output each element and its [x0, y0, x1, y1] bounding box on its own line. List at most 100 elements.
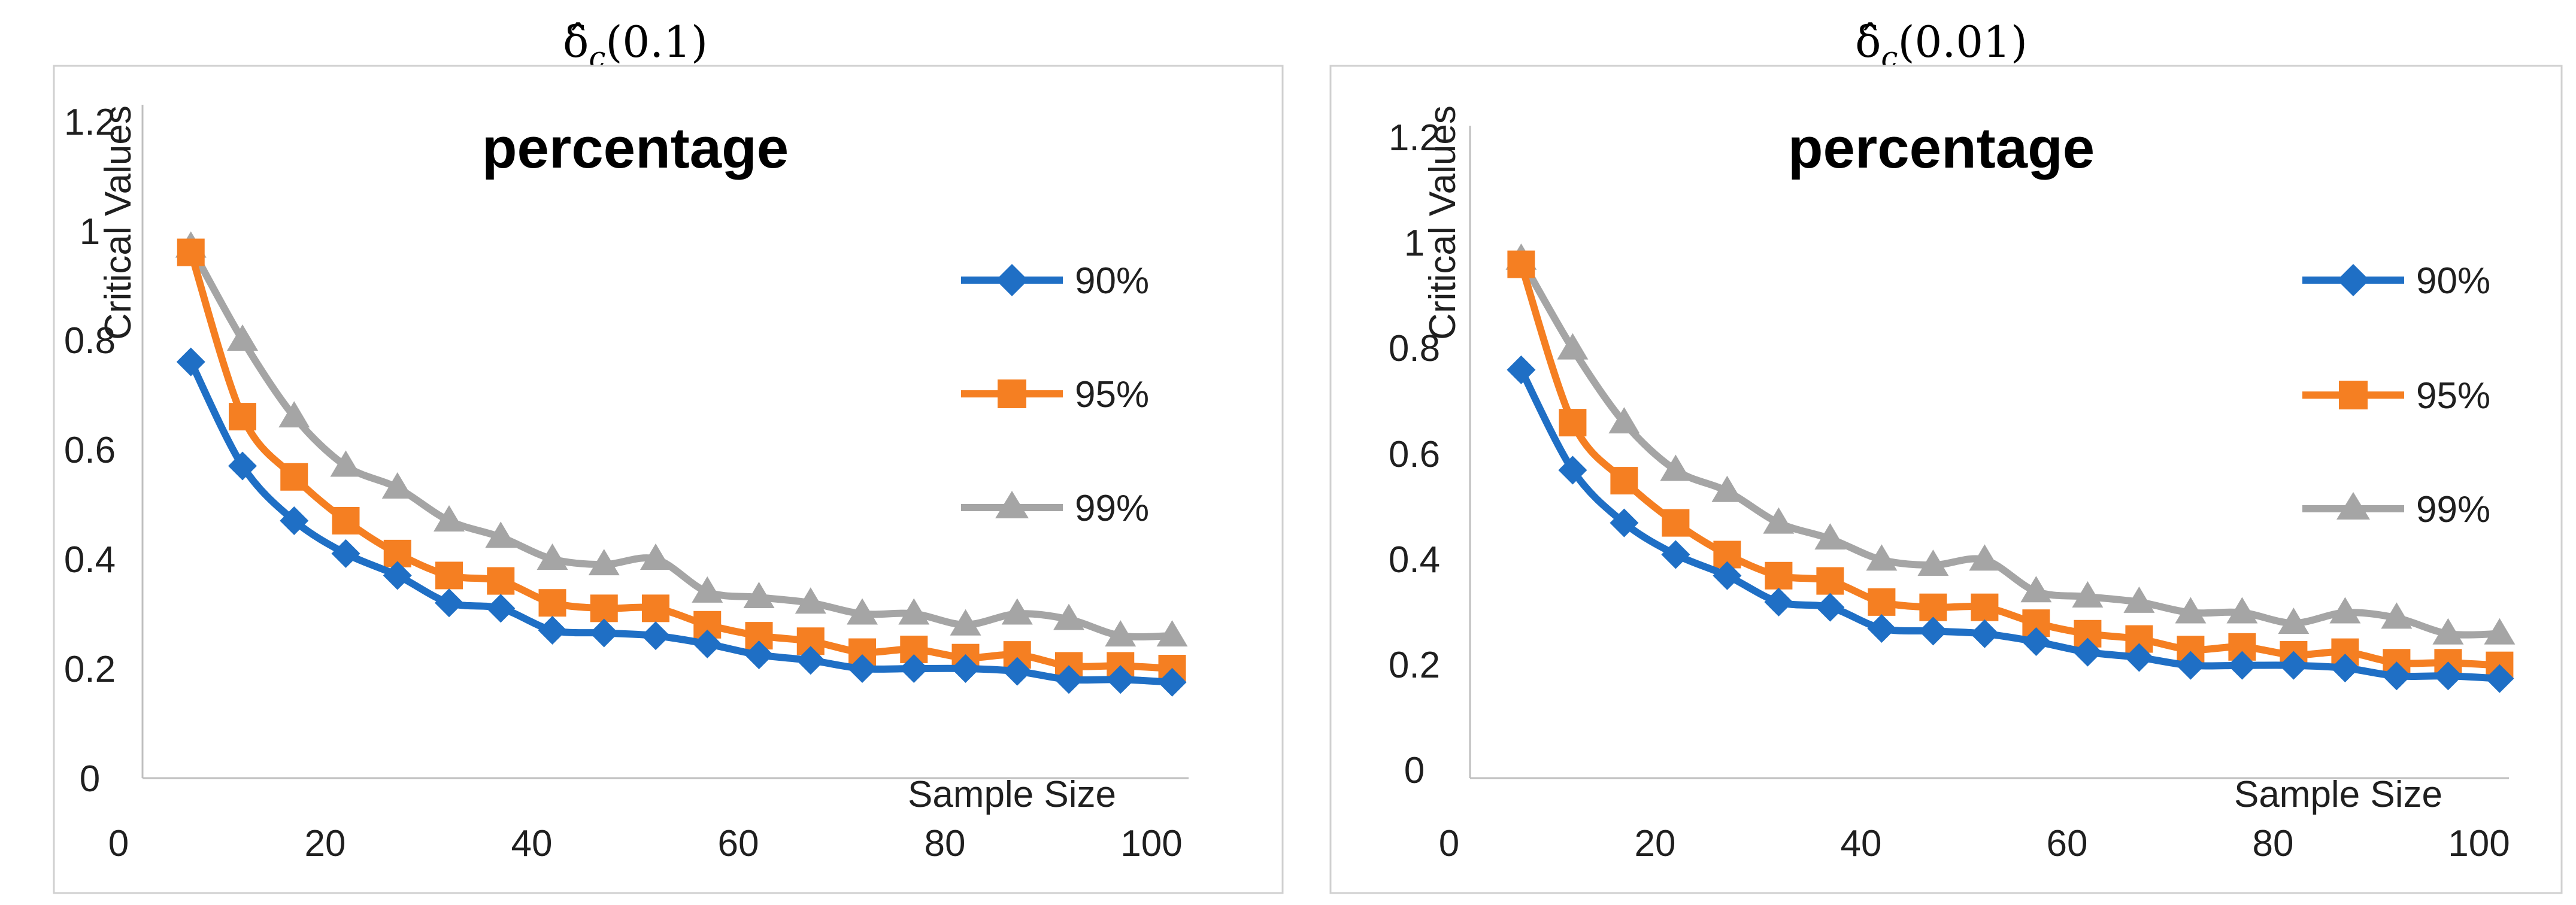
- data-point-diamond: [2125, 643, 2154, 672]
- y-tick-label: 0: [80, 758, 100, 800]
- legend-marker-square: [998, 379, 1026, 408]
- legend-item: 95%: [961, 374, 1149, 415]
- data-point-square: [177, 238, 205, 266]
- x-axis-label: Sample Size: [2234, 774, 2442, 815]
- x-tick-label: 40: [511, 823, 553, 864]
- y-tick-label: 0.6: [64, 430, 116, 471]
- x-tick-label: 60: [718, 823, 759, 864]
- data-point-diamond: [176, 347, 205, 376]
- legend-item: 90%: [961, 260, 1149, 302]
- x-tick-label: 100: [2448, 823, 2510, 864]
- x-tick-label: 0: [108, 823, 129, 864]
- legend-marker-diamond: [2337, 264, 2369, 296]
- legend-item: 90%: [2302, 260, 2490, 302]
- data-point-triangle: [2484, 618, 2516, 645]
- data-point-diamond: [280, 506, 309, 535]
- x-tick-label: 20: [1635, 823, 1676, 864]
- data-point-square: [1507, 250, 1535, 278]
- data-point-diamond: [1919, 617, 1948, 646]
- data-point-triangle: [2226, 597, 2258, 624]
- data-point-diamond: [899, 654, 929, 683]
- data-point-square: [1610, 467, 1638, 495]
- data-point-diamond: [228, 451, 257, 481]
- data-point-diamond: [486, 594, 516, 623]
- data-point-triangle: [2175, 597, 2207, 624]
- data-point-diamond: [2176, 651, 2205, 680]
- data-point-triangle: [1763, 507, 1795, 534]
- data-point-triangle: [1156, 620, 1188, 647]
- data-point-triangle: [1711, 475, 1743, 502]
- chart-title: percentage: [482, 116, 789, 180]
- legend-label: 99%: [1075, 488, 1149, 529]
- data-point-triangle: [692, 576, 723, 603]
- data-point-diamond: [796, 646, 825, 675]
- y-tick-label: 0.8: [64, 320, 116, 362]
- data-point-diamond: [951, 654, 980, 683]
- data-point-square: [1559, 409, 1587, 437]
- y-tick-label: 1: [80, 211, 100, 253]
- y-tick-label: 0.8: [1389, 328, 1440, 369]
- legend-label: 95%: [2416, 375, 2490, 417]
- data-point-square: [1816, 567, 1844, 595]
- y-tick-label: 0: [1404, 750, 1425, 791]
- data-point-triangle: [2123, 586, 2155, 613]
- data-point-square: [1662, 509, 1690, 537]
- data-point-triangle: [588, 549, 620, 576]
- data-point-triangle: [278, 401, 310, 428]
- y-tick-label: 0.2: [64, 649, 116, 690]
- data-point-square: [1765, 561, 1793, 590]
- data-point-triangle: [537, 543, 568, 570]
- data-point-diamond: [848, 654, 877, 683]
- data-point-triangle: [1105, 620, 1137, 647]
- panel-title: δ̂c(0.1): [563, 17, 708, 75]
- data-point-square: [435, 561, 463, 590]
- y-tick-label: 1.2: [1389, 117, 1440, 159]
- data-point-diamond: [1867, 614, 1896, 643]
- chart-title: percentage: [1788, 116, 2095, 180]
- legend-marker-diamond: [996, 264, 1028, 296]
- x-axis: 0 20 40 60 80 100: [1439, 777, 2510, 864]
- data-point-triangle: [847, 598, 878, 625]
- legend-label: 90%: [1075, 260, 1149, 302]
- data-point-diamond: [2330, 654, 2360, 683]
- data-point-triangle: [898, 598, 930, 625]
- data-point-triangle: [381, 472, 413, 499]
- plot-series: [175, 231, 1188, 697]
- legend-item: 95%: [2302, 375, 2490, 417]
- y-axis: 0 0.2 0.4 0.6 0.8 1 1.2: [1389, 117, 1471, 791]
- y-axis-label: Critical Values: [1422, 105, 1463, 340]
- data-point-diamond: [2022, 627, 2051, 656]
- data-point-diamond: [1816, 593, 1845, 622]
- data-point-square: [538, 589, 566, 617]
- data-point-triangle: [227, 324, 258, 351]
- data-point-diamond: [1157, 667, 1187, 697]
- data-point-triangle: [2072, 581, 2104, 608]
- data-point-diamond: [589, 618, 619, 648]
- x-axis: 0 20 40 60 80 100: [108, 777, 1189, 864]
- data-point-triangle: [1969, 544, 2001, 571]
- data-point-square: [1971, 593, 1999, 621]
- y-tick-label: 0.6: [1389, 434, 1440, 475]
- data-point-triangle: [1866, 544, 1898, 571]
- x-tick-label: 20: [305, 823, 346, 864]
- data-point-diamond: [1970, 619, 1999, 648]
- data-point-diamond: [435, 588, 463, 618]
- legend: 90% 95% 99%: [961, 260, 1149, 529]
- data-point-square: [487, 567, 515, 595]
- data-point-diamond: [1661, 540, 1690, 569]
- legend-label: 95%: [1075, 374, 1149, 415]
- y-tick-label: 0.2: [1389, 645, 1440, 686]
- plot-series: [1505, 243, 2516, 693]
- panel-title: δ̂c(0.01): [1855, 17, 2028, 75]
- data-point-diamond: [1002, 657, 1032, 686]
- data-point-triangle: [795, 587, 826, 614]
- data-point-triangle: [1557, 333, 1589, 360]
- chart-panel-right: δ̂c(0.01) percentage 0 0.2 0.4 0.6 0.8 1…: [1329, 17, 2563, 894]
- legend-label: 90%: [2416, 260, 2490, 302]
- y-tick-label: 1: [1404, 223, 1425, 264]
- data-point-triangle: [485, 521, 517, 548]
- data-point-triangle: [1814, 523, 1846, 550]
- data-point-triangle: [1917, 549, 1949, 576]
- legend-marker-triangle: [995, 491, 1029, 518]
